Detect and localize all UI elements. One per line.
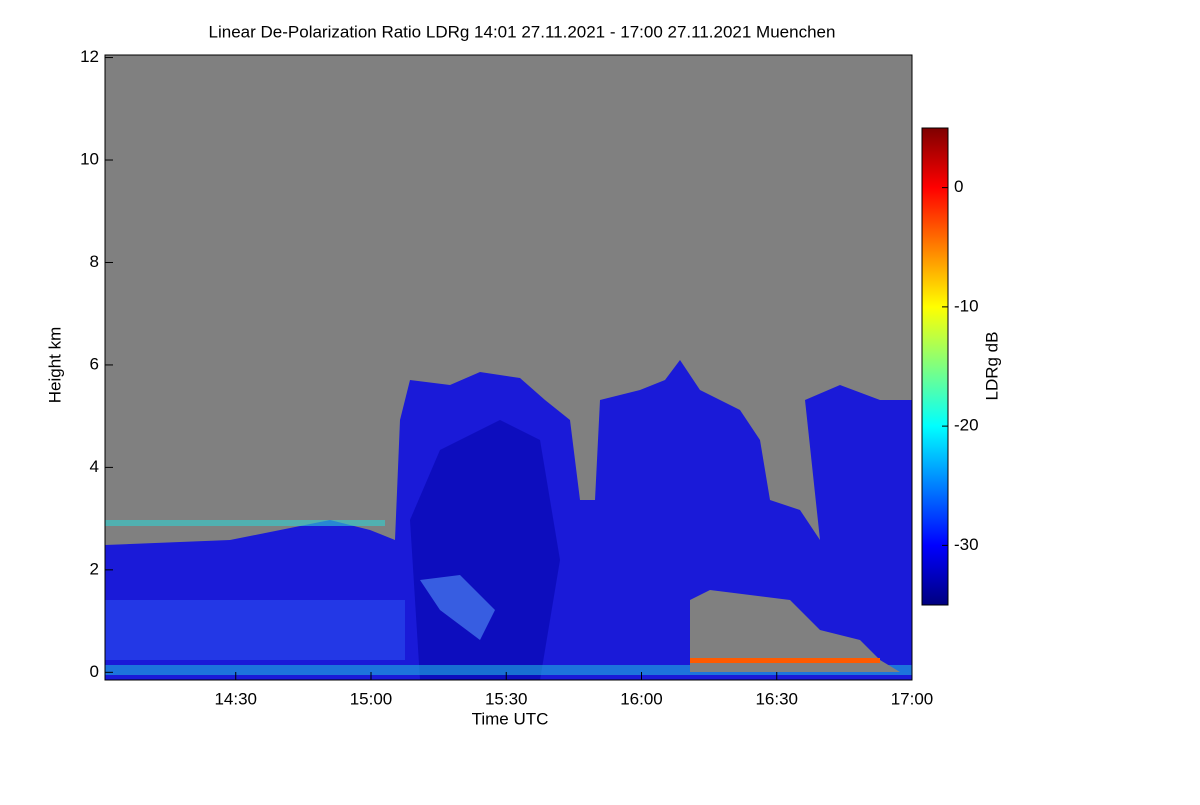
plot-frame [104, 54, 913, 681]
y-tick-label: 6 [90, 354, 99, 373]
x-tick-label: 16:30 [755, 689, 798, 708]
colorbar-tick-label: -10 [954, 296, 979, 315]
x-tick-label: 16:00 [620, 689, 663, 708]
gray-gap [690, 590, 900, 672]
x-tick-label: 15:30 [485, 689, 528, 708]
colorbar-tick-label: -30 [954, 535, 979, 554]
x-axis-label: Time UTC [472, 709, 549, 728]
heatmap [105, 55, 912, 680]
y-tick-label: 8 [90, 252, 99, 271]
surface-echo [690, 658, 880, 663]
x-tick-label: 14:30 [214, 689, 257, 708]
cloud-base [105, 520, 385, 526]
y-tick-label: 4 [90, 457, 99, 476]
colorbar-label: LDRg dB [982, 332, 1001, 401]
y-tick-label: 10 [80, 150, 99, 169]
light-streak [420, 575, 495, 640]
x-tick-label: 15:00 [350, 689, 393, 708]
colorbar-tick-label: 0 [954, 177, 963, 196]
y-axis-label: Height km [45, 327, 64, 404]
colorbar [921, 127, 949, 606]
x-tick-label: 17:00 [891, 689, 934, 708]
chart-title: Linear De-Polarization Ratio LDRg 14:01 … [209, 22, 836, 41]
y-tick-label: 12 [80, 47, 99, 66]
y-tick-label: 2 [90, 559, 99, 578]
surface-layer [105, 665, 912, 675]
colorbar-tick-label: -20 [954, 416, 979, 435]
y-tick-label: 0 [90, 662, 99, 681]
lower-layer [105, 600, 405, 660]
